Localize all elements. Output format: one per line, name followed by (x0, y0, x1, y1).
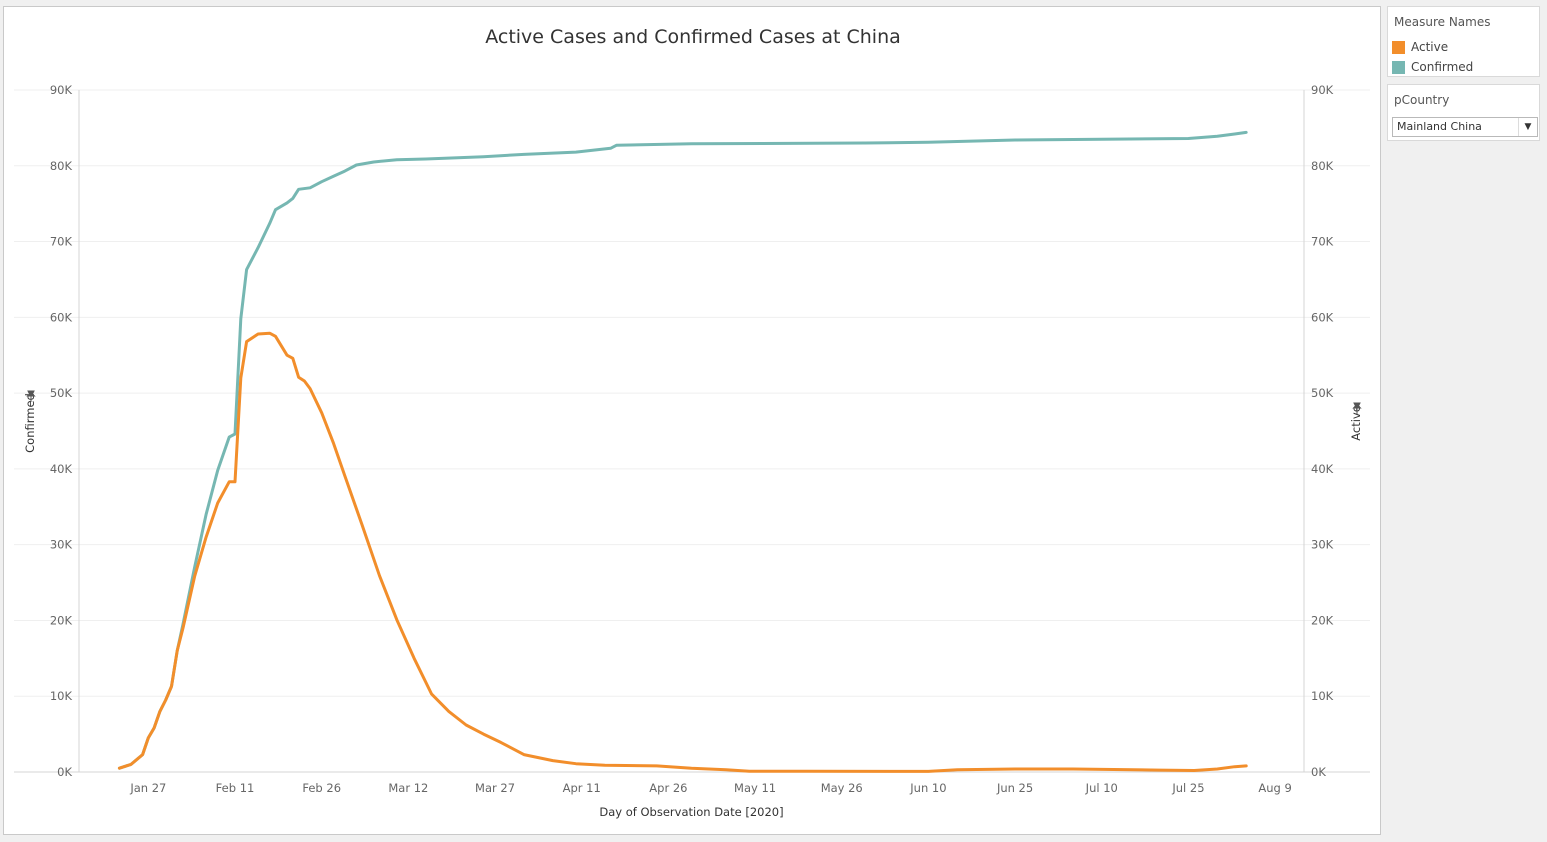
country-dropdown[interactable]: Mainland China ▼ (1392, 117, 1538, 137)
x-tick-label: Aug 9 (1258, 781, 1291, 795)
legend-swatch-confirmed (1392, 60, 1405, 74)
y-tick-label-right: 90K (1311, 83, 1334, 97)
country-dropdown-value: Mainland China (1397, 120, 1482, 133)
pin-icon-right (1352, 402, 1362, 414)
filter-card: pCountry Mainland China ▼ (1387, 84, 1540, 141)
y-tick-label-left: 30K (50, 538, 73, 552)
y-tick-label-right: 80K (1311, 159, 1334, 173)
y-tick-label-left: 80K (50, 159, 73, 173)
y-tick-label-right: 60K (1311, 310, 1334, 324)
y-tick-label-right: 40K (1311, 462, 1334, 476)
legend-title: Measure Names (1394, 15, 1491, 29)
legend-item-active[interactable]: Active (1392, 39, 1448, 55)
x-tick-label: Jun 25 (996, 781, 1033, 795)
x-axis-title: Day of Observation Date [2020] (599, 805, 783, 819)
y-tick-label-left: 20K (50, 613, 73, 627)
y-tick-label-right: 50K (1311, 386, 1334, 400)
x-tick-label: Jan 27 (129, 781, 166, 795)
y-tick-label-left: 60K (50, 310, 73, 324)
y-axis-title-right: Active (1349, 405, 1363, 441)
legend-label-active: Active (1411, 40, 1449, 54)
y-axis-title-left: Confirmed (23, 393, 37, 453)
legend-item-confirmed[interactable]: Confirmed (1392, 59, 1473, 75)
chevron-down-icon[interactable]: ▼ (1518, 118, 1537, 136)
x-tick-label: Feb 26 (302, 781, 341, 795)
x-tick-label: Mar 12 (388, 781, 428, 795)
y-tick-label-left: 10K (50, 689, 73, 703)
viz-pane: Active Cases and Confirmed Cases at Chin… (3, 6, 1381, 835)
y-tick-label-left: 70K (50, 235, 73, 249)
x-tick-label: Feb 11 (216, 781, 255, 795)
legend-label-confirmed: Confirmed (1411, 60, 1474, 74)
x-tick-label: Apr 26 (649, 781, 687, 795)
y-tick-label-left: 0K (57, 765, 72, 779)
series-line-active (117, 331, 1248, 773)
y-tick-label-left: 90K (50, 83, 73, 97)
legend-card: Measure Names Active Confirmed (1387, 6, 1540, 77)
y-tick-label-right: 10K (1311, 689, 1334, 703)
chart-svg: 0K 0K 10K 10K 20K 20K 30K 30K 40K 40K 50K 50K 60K 60K… (14, 83, 1370, 819)
chart-title: Active Cases and Confirmed Cases at Chin… (485, 26, 901, 48)
y-tick-label-right: 70K (1311, 235, 1334, 249)
x-tick-label: May 26 (821, 781, 863, 795)
x-tick-label: Jun 10 (909, 781, 946, 795)
y-tick-label-left: 40K (50, 462, 73, 476)
pin-icon-left (26, 390, 36, 402)
x-tick-label: Apr 11 (563, 781, 601, 795)
y-tick-label-right: 30K (1311, 538, 1334, 552)
series-line-confirmed (117, 130, 1248, 770)
x-tick-label: Mar 27 (475, 781, 515, 795)
legend-swatch-active (1392, 40, 1405, 54)
y-tick-label-left: 50K (50, 386, 73, 400)
x-tick-label: Jul 25 (1171, 781, 1204, 795)
y-tick-label-right: 20K (1311, 613, 1334, 627)
x-tick-label: May 11 (734, 781, 776, 795)
y-tick-label-right: 0K (1311, 765, 1326, 779)
x-tick-label: Jul 10 (1085, 781, 1118, 795)
filter-title: pCountry (1394, 93, 1450, 107)
